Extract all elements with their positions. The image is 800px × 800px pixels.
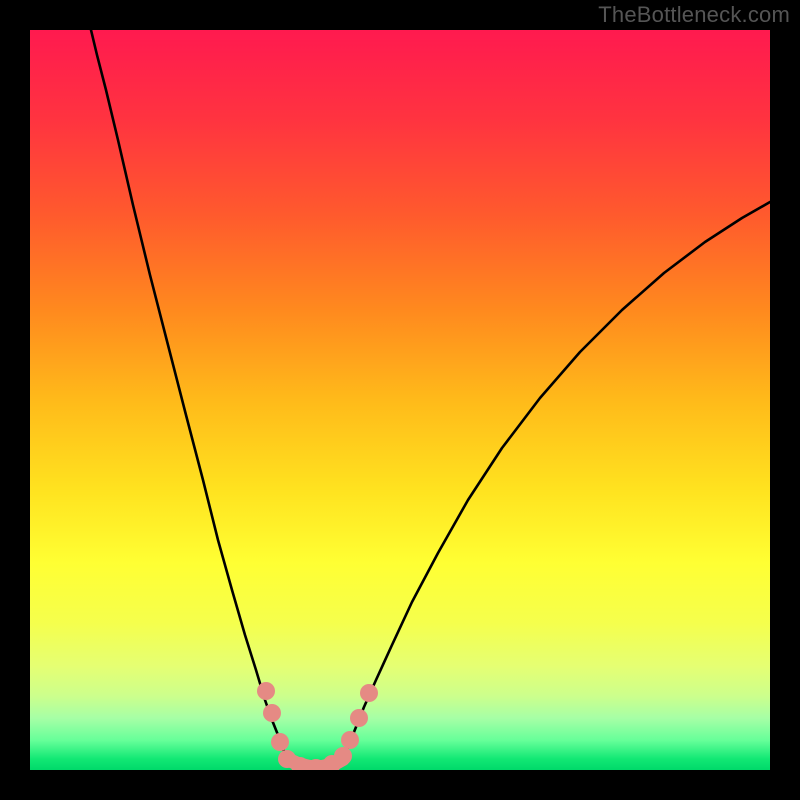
valley-marker — [263, 704, 281, 722]
valley-marker — [271, 733, 289, 751]
valley-marker — [350, 709, 368, 727]
stage: TheBottleneck.com — [0, 0, 800, 800]
gradient-panel — [30, 30, 770, 770]
valley-marker — [307, 759, 325, 777]
valley-marker — [341, 731, 359, 749]
valley-marker — [334, 747, 352, 765]
bottleneck-plot — [0, 0, 800, 800]
valley-marker — [257, 682, 275, 700]
valley-marker — [291, 757, 309, 775]
watermark-text: TheBottleneck.com — [598, 2, 790, 28]
valley-marker — [360, 684, 378, 702]
